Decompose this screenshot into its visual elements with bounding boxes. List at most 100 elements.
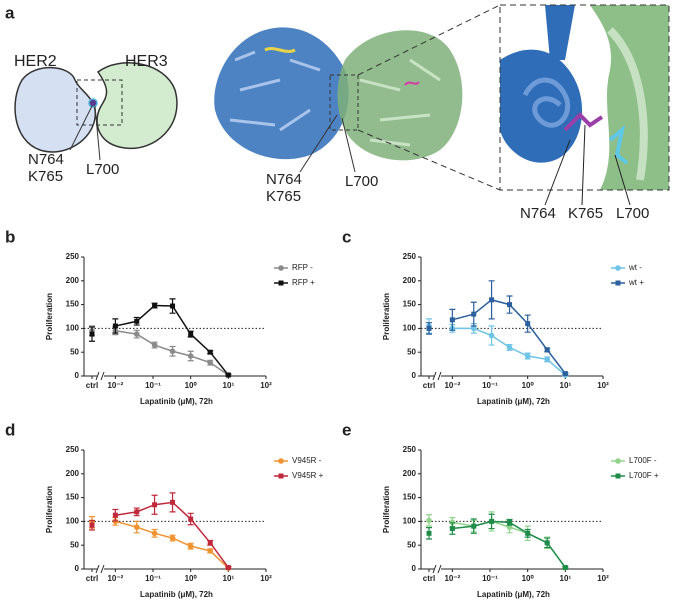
y-axis-label: Proliferation [45, 486, 54, 533]
axis-break [95, 564, 100, 574]
axis-break [437, 371, 442, 381]
site-dot [88, 98, 98, 108]
x-axis-label: Lapatinib (μM), 72h [477, 397, 550, 406]
x-tick-label: 10⁻² [444, 574, 460, 583]
legend-label: V945R - [292, 456, 322, 465]
axis-break [437, 564, 442, 574]
x-tick-label: 10⁻¹ [482, 381, 498, 390]
x-tick-label: 10⁰ [522, 381, 535, 390]
marker [471, 523, 477, 529]
axis-break [95, 371, 100, 381]
y-tick-label: 200 [403, 276, 417, 285]
marker [207, 540, 213, 546]
y-axis-label: Proliferation [45, 293, 54, 340]
cartoon-label: L700 [86, 161, 119, 178]
marker [187, 353, 194, 359]
pointer [299, 114, 338, 173]
pointer [94, 105, 101, 161]
marker [112, 323, 118, 329]
her2-shape [14, 66, 96, 153]
structure [214, 27, 463, 161]
y-tick-label: 200 [66, 276, 80, 285]
axis-break [100, 564, 105, 574]
marker [207, 349, 213, 355]
structure-label: N764 [266, 171, 302, 188]
y-tick-label: 250 [66, 252, 80, 261]
y-tick-label: 50 [407, 347, 416, 356]
legend-label: RFP - [292, 263, 313, 272]
x-tick-label: 10⁰ [522, 574, 535, 583]
legend-marker [278, 280, 284, 286]
marker [562, 371, 568, 377]
marker [89, 522, 95, 528]
panel-letter: c [342, 227, 351, 246]
axis-break [432, 371, 437, 381]
x-tick-label: 10⁻¹ [145, 381, 161, 390]
marker [152, 502, 158, 508]
panel-letter: a [5, 3, 15, 22]
legend-marker [278, 458, 284, 464]
y-tick-label: 200 [403, 469, 417, 478]
marker [507, 302, 513, 308]
axis-break [432, 564, 437, 574]
x-tick-label: 10⁻¹ [482, 574, 498, 583]
marker [544, 540, 550, 546]
legend-label: L700F + [629, 471, 659, 480]
legend-label: L700F - [629, 456, 657, 465]
marker [170, 303, 176, 309]
marker [112, 512, 118, 518]
x-tick-label: 10⁻² [444, 381, 460, 390]
y-tick-label: 0 [412, 564, 417, 573]
ctrl-tick-label: ctrl [423, 574, 435, 583]
legend-marker [615, 265, 621, 271]
y-tick-label: 50 [70, 540, 79, 549]
x-axis-label: Lapatinib (μM), 72h [477, 590, 550, 599]
panel-letter: d [5, 420, 15, 439]
x-tick-label: 10² [260, 574, 272, 583]
marker [207, 359, 214, 366]
zoom-line [357, 4, 501, 76]
ctrl-tick-label: ctrl [86, 381, 98, 390]
chart: b Proliferation Lapatinib (μM), 72h ctrl 0 50… [5, 227, 315, 406]
marker [207, 548, 214, 554]
marker [544, 356, 551, 363]
y-tick-label: 250 [403, 252, 417, 261]
marker [188, 331, 194, 337]
x-axis-label: Lapatinib (μM), 72h [140, 590, 213, 599]
x-tick-label: 10¹ [223, 574, 235, 583]
marker [489, 518, 495, 524]
marker [89, 331, 95, 337]
marker [426, 517, 432, 524]
y-tick-label: 150 [66, 300, 80, 309]
marker [507, 519, 513, 525]
legend-marker [278, 265, 284, 271]
x-tick-label: 10⁰ [185, 381, 198, 390]
marker [524, 353, 531, 359]
marker [151, 530, 158, 537]
structure-label: L700 [345, 173, 378, 190]
marker [151, 342, 158, 348]
y-tick-label: 50 [407, 540, 416, 549]
marker [525, 530, 531, 536]
x-tick-label: 10² [597, 574, 609, 583]
marker [169, 348, 176, 355]
marker [449, 317, 455, 323]
marker [134, 318, 140, 324]
x-tick-label: 10⁻² [107, 381, 123, 390]
x-tick-label: 10⁻² [107, 574, 123, 583]
ctrl-tick-label: ctrl [86, 574, 98, 583]
legend-label: wt - [628, 263, 642, 272]
y-axis-label: Proliferation [382, 486, 391, 533]
marker [470, 325, 477, 332]
y-tick-label: 50 [70, 347, 79, 356]
cartoon-label: HER2 [14, 53, 57, 70]
marker [525, 321, 531, 327]
cartoon-label: K765 [28, 168, 63, 185]
y-tick-label: 250 [66, 445, 80, 454]
marker [506, 344, 513, 351]
x-tick-label: 10¹ [223, 381, 235, 390]
legend-marker [615, 458, 621, 464]
marker [187, 543, 194, 549]
y-tick-label: 150 [66, 493, 80, 502]
